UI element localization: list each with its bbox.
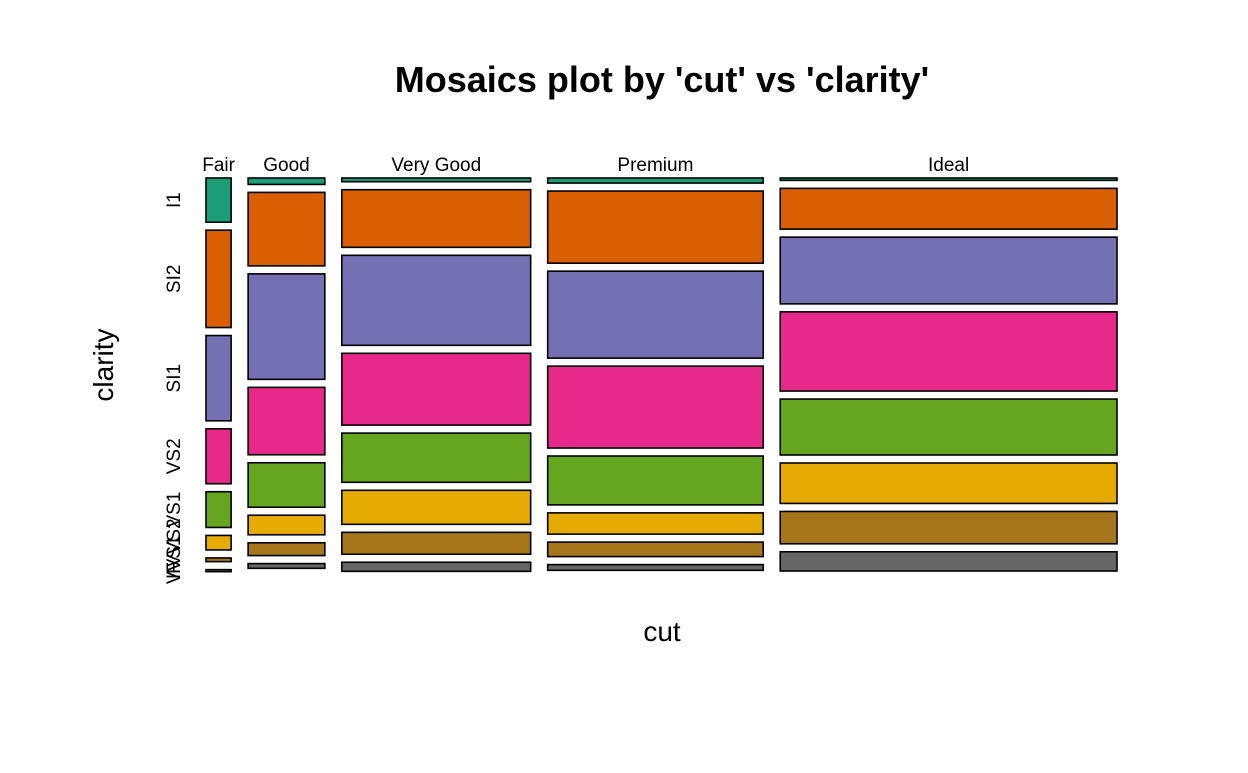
- tile-good-vs1: [247, 461, 326, 509]
- tile-fair-si1: [205, 334, 232, 422]
- tile-ideal-if: [779, 550, 1118, 572]
- tile-fair-si2: [205, 229, 232, 329]
- tile-very-good-si1: [341, 254, 532, 347]
- tile-good-vvs2: [247, 514, 326, 536]
- tile-good-vs2: [247, 386, 326, 456]
- tile-premium-if: [546, 563, 765, 572]
- tile-very-good-vs1: [341, 432, 532, 484]
- clarity-label-si1: SI1: [164, 364, 185, 393]
- tile-very-good-vvs1: [341, 531, 532, 556]
- tile-ideal-vvs1: [779, 510, 1118, 545]
- tile-good-i1: [247, 177, 326, 186]
- tile-ideal-si2: [779, 187, 1118, 230]
- tile-premium-vvs1: [546, 541, 765, 558]
- tile-premium-si1: [546, 270, 765, 359]
- tile-premium-vs1: [546, 455, 765, 506]
- clarity-label-vs2: VS2: [164, 438, 185, 474]
- tile-very-good-vvs2: [341, 489, 532, 526]
- tile-ideal-vs1: [779, 398, 1118, 456]
- tile-ideal-i1: [779, 177, 1118, 182]
- y-axis-label: clarity: [88, 328, 119, 401]
- tile-fair-vvs1: [205, 557, 232, 563]
- tile-very-good-i1: [341, 177, 532, 183]
- clarity-label-vs1: VS1: [164, 492, 185, 528]
- tile-good-si1: [247, 273, 326, 381]
- tile-premium-vs2: [546, 365, 765, 449]
- clarity-label-if: IF: [164, 562, 185, 579]
- cut-label-premium: Premium: [617, 155, 693, 176]
- x-axis-label: cut: [643, 616, 681, 647]
- tile-fair-if: [205, 568, 232, 573]
- clarity-label-i1: I1: [164, 192, 185, 208]
- tile-ideal-si1: [779, 236, 1118, 305]
- mosaic-tiles: [205, 177, 1118, 573]
- tile-good-if: [247, 562, 326, 570]
- chart-title: Mosaics plot by 'cut' vs 'clarity': [395, 59, 929, 100]
- tile-good-vvs1: [247, 541, 326, 557]
- tile-very-good-if: [341, 561, 532, 573]
- clarity-label-si2: SI2: [164, 265, 185, 294]
- clarity-label-vvs1: VVS1: [164, 536, 185, 585]
- tile-ideal-vvs2: [779, 462, 1118, 505]
- tile-premium-i1: [546, 177, 765, 184]
- tile-ideal-vs2: [779, 311, 1118, 392]
- cut-labels: Fair Good Very Good Premium Ideal: [202, 155, 969, 176]
- cut-label-good: Good: [263, 155, 309, 176]
- tile-good-si2: [247, 191, 326, 267]
- tile-very-good-vs2: [341, 352, 532, 426]
- clarity-label-vvs2: VVS2: [164, 518, 185, 567]
- tile-very-good-si2: [341, 188, 532, 249]
- cut-label-very-good: Very Good: [391, 155, 481, 176]
- cut-label-ideal: Ideal: [928, 155, 969, 176]
- tile-fair-vs1: [205, 490, 232, 529]
- tile-fair-i1: [205, 177, 232, 223]
- tile-premium-vvs2: [546, 512, 765, 535]
- tile-premium-si2: [546, 190, 765, 264]
- cut-label-fair: Fair: [202, 155, 235, 176]
- tile-fair-vvs2: [205, 534, 232, 551]
- tile-fair-vs2: [205, 427, 232, 485]
